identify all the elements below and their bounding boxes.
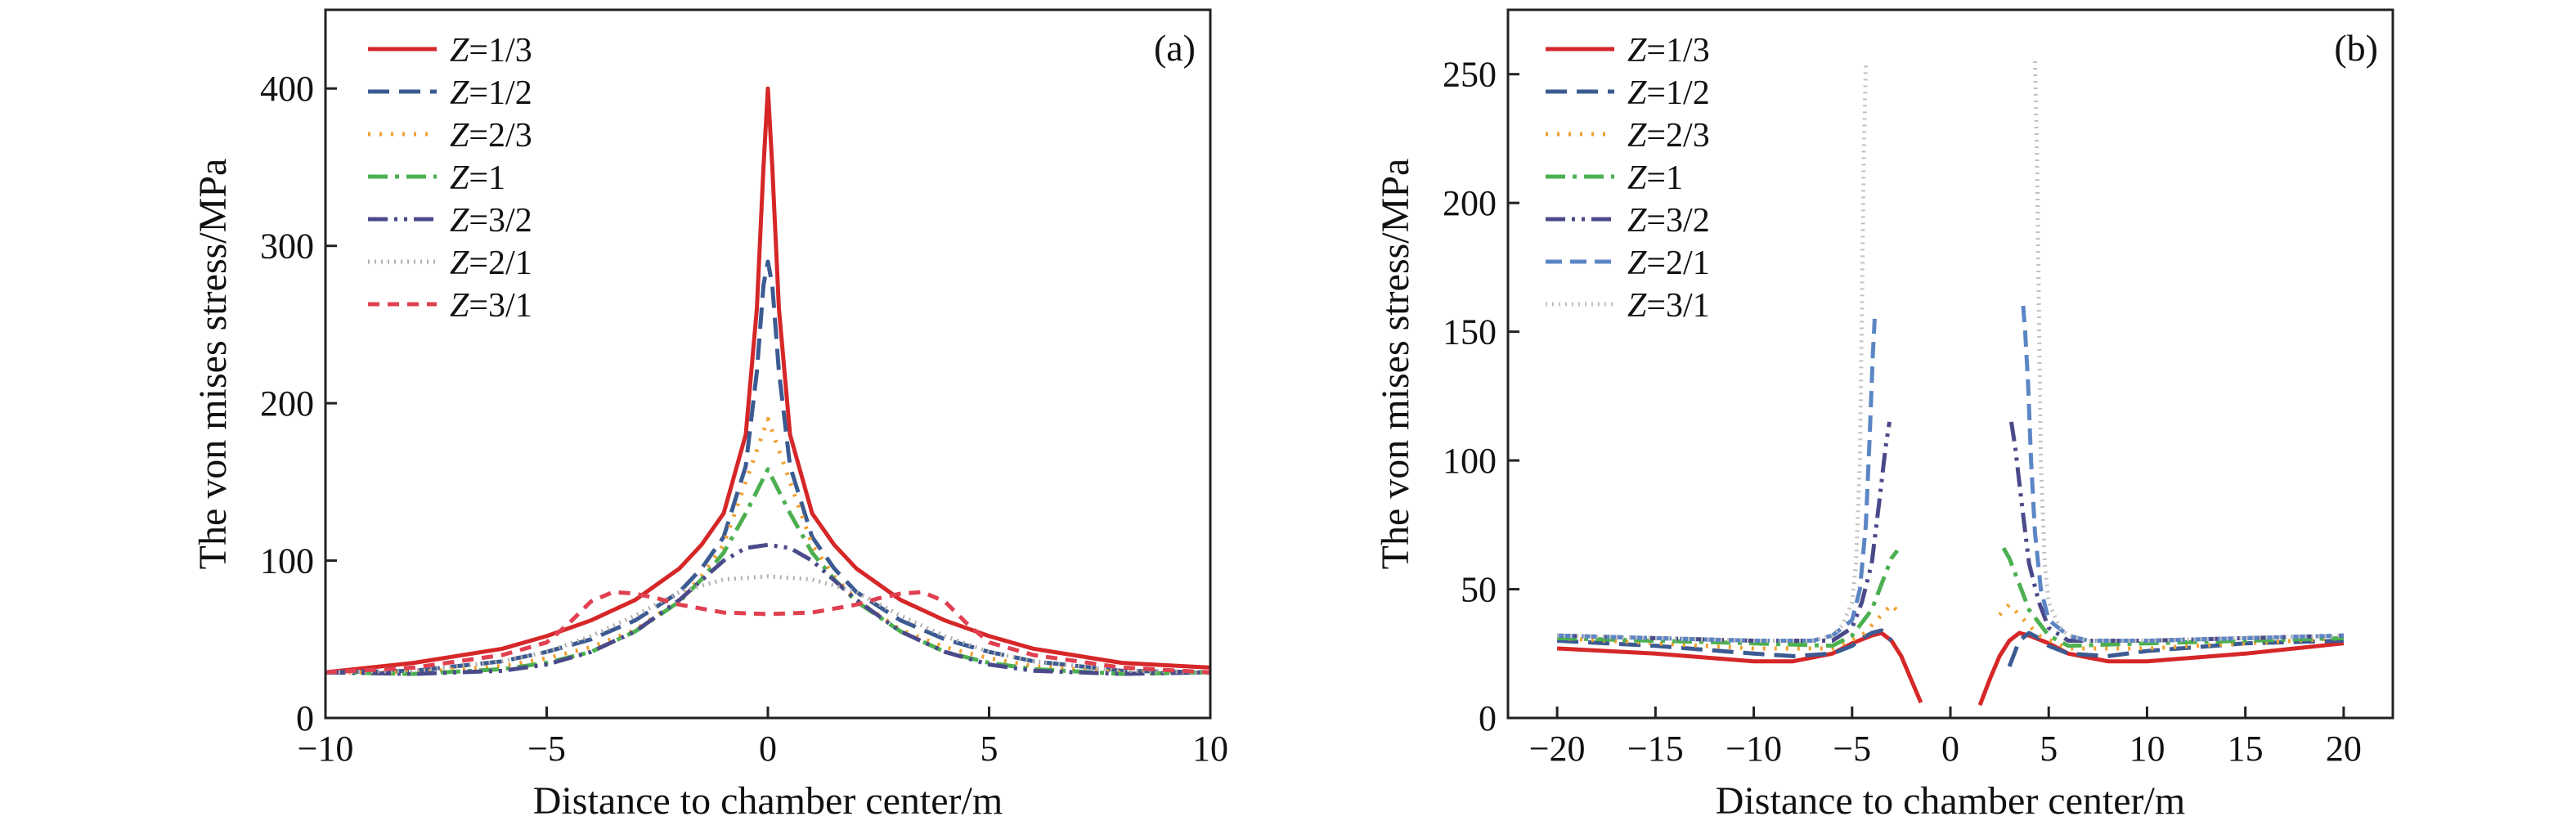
y-tick-label-b-2: 100 bbox=[1443, 441, 1497, 481]
x-tick-label-a-4: 10 bbox=[1192, 729, 1228, 769]
series-line-a-4-0 bbox=[325, 542, 1210, 676]
y-tick-label-b-5: 250 bbox=[1443, 55, 1497, 95]
x-tick-label-b-1: −15 bbox=[1627, 729, 1684, 769]
series-line-b-1-0 bbox=[1556, 628, 1893, 658]
x-tick-label-b-6: 10 bbox=[2129, 729, 2165, 769]
legend-label-a-6: Z=3/1 bbox=[450, 287, 532, 325]
series-line-a-1-0 bbox=[325, 259, 1210, 675]
x-axis-label-b: Distance to chamber center/m bbox=[1716, 779, 2185, 821]
series-line-a-5-0 bbox=[325, 574, 1210, 675]
series-line-b-0-0 bbox=[1556, 630, 1923, 704]
x-tick-label-a-1: −5 bbox=[527, 729, 566, 769]
legend-label-a-4: Z=3/2 bbox=[450, 202, 532, 240]
legend-label-b-5: Z=2/1 bbox=[1627, 245, 1710, 282]
y-tick-label-a-3: 300 bbox=[260, 227, 314, 267]
series-line-b-3-0 bbox=[1557, 549, 1900, 648]
series-line-b-2-0 bbox=[1556, 602, 1903, 651]
series-line-b-1-1 bbox=[2007, 630, 2344, 667]
legend-label-a-5: Z=2/1 bbox=[450, 245, 532, 282]
y-axis-label-b: The von mises stress/MPa bbox=[1374, 159, 1417, 570]
legend-label-b-6: Z=3/1 bbox=[1627, 287, 1710, 325]
y-axis-label-a: The von mises stress/MPa bbox=[191, 159, 235, 570]
x-tick-label-a-3: 5 bbox=[981, 729, 999, 769]
x-tick-label-a-2: 0 bbox=[759, 729, 777, 769]
series-line-b-4-1 bbox=[2009, 421, 2344, 643]
x-tick-label-b-0: −20 bbox=[1529, 729, 1586, 769]
series-line-a-6-0 bbox=[325, 590, 1210, 675]
x-tick-label-a-0: −10 bbox=[298, 729, 354, 769]
series-line-a-0-0 bbox=[325, 86, 1210, 675]
y-tick-label-b-3: 150 bbox=[1443, 312, 1497, 352]
series-line-b-5-1 bbox=[2021, 305, 2344, 643]
legend-label-a-0: Z=1/3 bbox=[450, 32, 532, 70]
x-tick-label-b-3: −5 bbox=[1833, 729, 1871, 769]
y-tick-label-a-0: 0 bbox=[296, 698, 314, 738]
x-tick-label-b-7: 15 bbox=[2228, 729, 2264, 769]
legend-label-b-4: Z=3/2 bbox=[1627, 202, 1710, 240]
x-tick-label-b-5: 5 bbox=[2040, 729, 2058, 769]
legend-label-b-2: Z=2/3 bbox=[1627, 117, 1710, 155]
y-tick-label-a-2: 200 bbox=[260, 384, 314, 424]
x-tick-label-b-2: −10 bbox=[1726, 729, 1782, 769]
legend-label-b-1: Z=1/2 bbox=[1627, 74, 1710, 112]
x-tick-label-b-8: 20 bbox=[2326, 729, 2362, 769]
y-tick-label-a-1: 100 bbox=[260, 541, 314, 581]
series-line-b-5-0 bbox=[1557, 318, 1877, 643]
legend-label-a-2: Z=2/3 bbox=[450, 117, 532, 155]
panel-label-b: (b) bbox=[2334, 27, 2378, 69]
legend-a: Z=1/3 Z=1/2 Z=2/3 Z=1 Z=3/2 Z=2/1 Z=3/1 bbox=[368, 32, 532, 325]
panel-label-a: (a) bbox=[1154, 27, 1196, 69]
y-tick-label-a-4: 400 bbox=[260, 69, 314, 109]
x-tick-label-b-4: 0 bbox=[1941, 729, 1959, 769]
legend-label-b-0: Z=1/3 bbox=[1627, 32, 1710, 70]
legend-label-a-1: Z=1/2 bbox=[450, 74, 532, 112]
legend-b: Z=1/3 Z=1/2 Z=2/3 Z=1 Z=3/2 Z=2/1 Z=3/1 bbox=[1546, 32, 1710, 325]
legend-label-a-3: Z=1 bbox=[450, 159, 505, 197]
legend-label-b-3: Z=1 bbox=[1627, 159, 1683, 197]
y-tick-label-b-4: 200 bbox=[1443, 183, 1497, 223]
series-line-a-2-0 bbox=[325, 416, 1210, 675]
y-tick-label-b-1: 50 bbox=[1461, 570, 1497, 610]
series-group-a bbox=[325, 86, 1210, 676]
series-group-b bbox=[1556, 61, 2345, 707]
y-tick-label-b-0: 0 bbox=[1479, 698, 1497, 738]
x-axis-label-a: Distance to chamber center/m bbox=[533, 779, 1003, 821]
